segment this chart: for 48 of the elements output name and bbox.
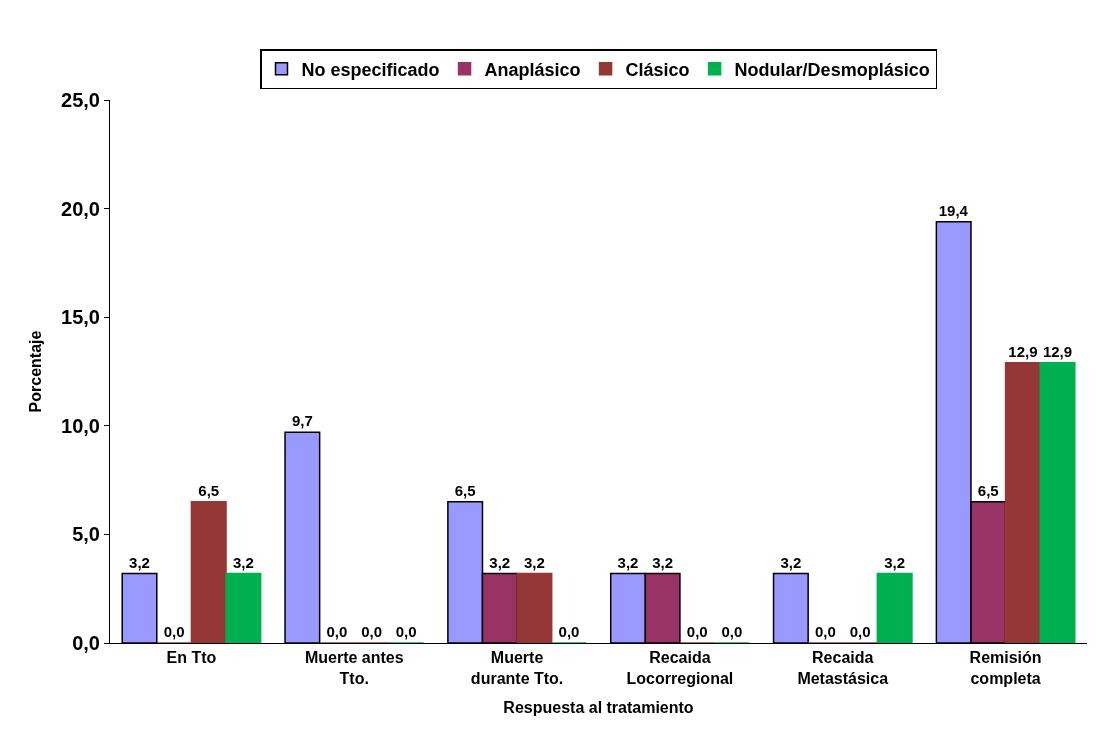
data-label: 0,0 <box>558 623 580 640</box>
data-label: 0,0 <box>395 623 417 640</box>
data-label: 3,2 <box>129 553 150 571</box>
y-tick-label: 0,0 <box>72 632 100 654</box>
bar <box>516 572 553 643</box>
bar <box>1039 362 1076 643</box>
data-label: 6,5 <box>454 481 476 499</box>
y-tick-label: 20,0 <box>61 197 100 220</box>
x-axis-title: Respuesta al tratamiento <box>503 698 694 716</box>
legend-label: Nodular/Desmoplásico <box>734 59 930 80</box>
data-label: 12,9 <box>1042 342 1073 360</box>
x-tick-label: En Tto <box>166 649 217 667</box>
data-label: 3,2 <box>652 553 674 571</box>
data-label: 12,9 <box>1008 342 1038 360</box>
data-label: 3,2 <box>884 553 906 571</box>
legend-label: Anaplásico <box>484 59 581 80</box>
data-label: 6,5 <box>198 481 220 499</box>
y-tick-label: 25,0 <box>61 89 100 111</box>
bar <box>190 501 227 643</box>
bar <box>876 572 913 643</box>
x-tick-label: Remisión completa <box>969 649 1042 687</box>
x-tick-label: Muerte durante Tto. <box>470 649 564 687</box>
x-tick-label: Muerte antes Tto. <box>304 649 404 687</box>
data-label: 0,0 <box>326 623 348 640</box>
data-label: 0,0 <box>721 623 743 640</box>
data-label: 3,2 <box>489 553 511 571</box>
data-label: 0,0 <box>163 623 185 640</box>
data-label: 19,4 <box>938 201 969 219</box>
legend-label: Clásico <box>625 59 690 80</box>
data-label: 9,7 <box>291 412 313 430</box>
y-axis-title: Porcentaje <box>26 330 44 413</box>
y-tick-label: 10,0 <box>61 414 100 437</box>
data-label: 0,0 <box>686 623 708 640</box>
data-label: 6,5 <box>977 481 999 499</box>
data-label: 3,2 <box>523 553 545 571</box>
y-tick-label: 5,0 <box>72 523 100 546</box>
legend-label: No especificado <box>301 59 440 80</box>
y-tick-label: 15,0 <box>61 306 100 329</box>
x-tick-label: Recaida Locorregional <box>626 649 734 687</box>
data-label: 0,0 <box>815 623 836 640</box>
x-tick-label: Recaida Metastásica <box>797 649 889 687</box>
data-label: 0,0 <box>361 623 382 640</box>
data-label: 3,2 <box>617 553 639 571</box>
data-label: 0,0 <box>849 623 871 640</box>
data-label: 3,2 <box>780 553 802 571</box>
bar <box>1004 362 1041 643</box>
data-label: 3,2 <box>232 553 254 571</box>
bar <box>225 572 262 643</box>
